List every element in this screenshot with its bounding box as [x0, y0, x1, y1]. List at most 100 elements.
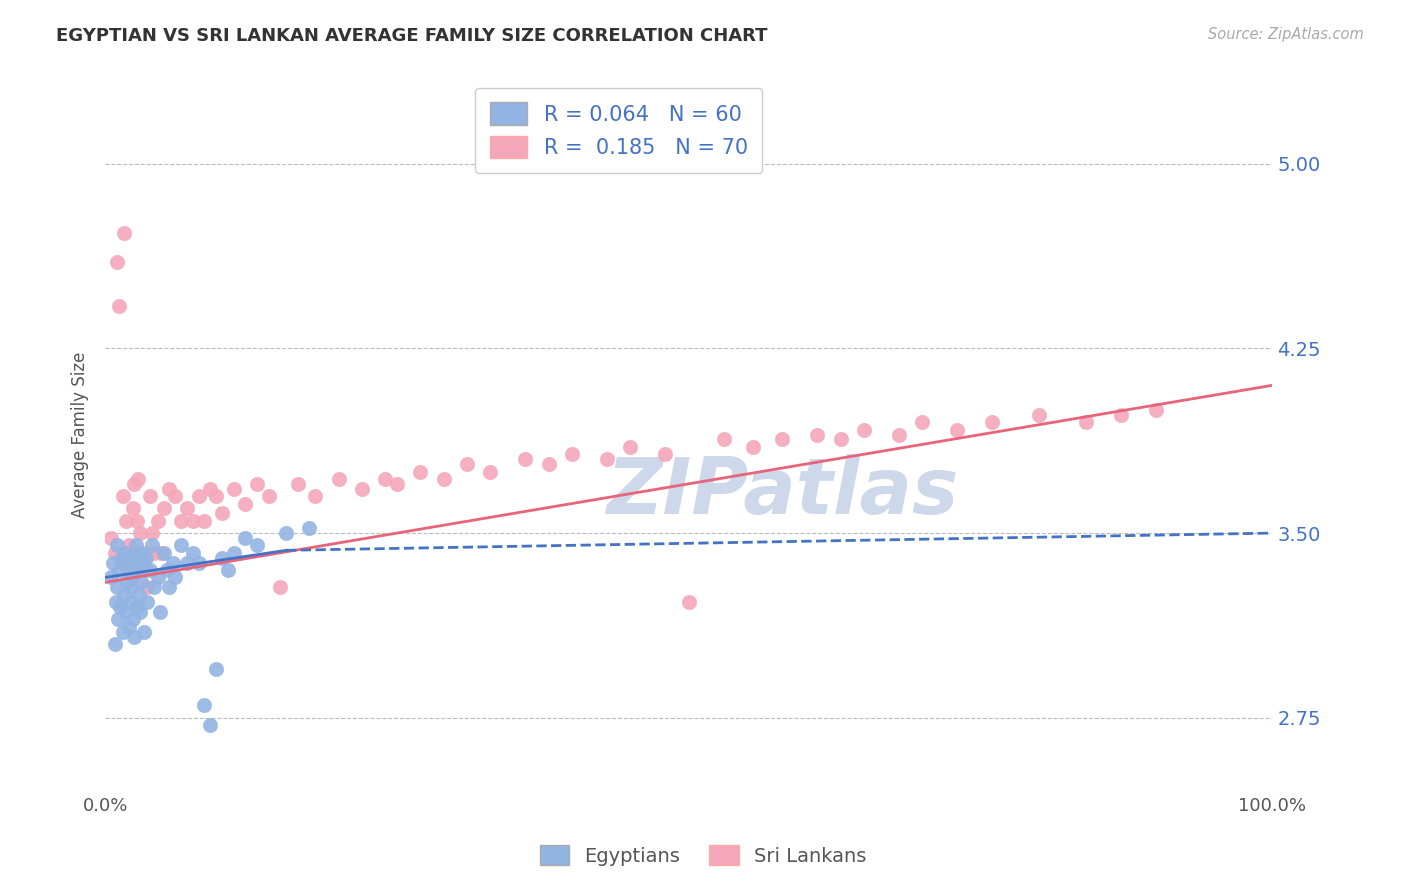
- Point: [911, 415, 934, 429]
- Point: [165, 570, 187, 584]
- Point: [125, 599, 148, 614]
- Point: [170, 538, 193, 552]
- Point: [141, 526, 163, 541]
- Point: [1028, 408, 1050, 422]
- Point: [127, 563, 149, 577]
- Point: [770, 433, 793, 447]
- Point: [129, 546, 152, 560]
- Point: [120, 563, 142, 577]
- Point: [830, 433, 852, 447]
- Point: [125, 514, 148, 528]
- Point: [156, 563, 179, 577]
- Point: [111, 556, 134, 570]
- Point: [350, 482, 373, 496]
- Point: [115, 605, 138, 619]
- Point: [200, 482, 222, 496]
- Point: [111, 489, 134, 503]
- Point: [852, 423, 875, 437]
- Point: [222, 482, 245, 496]
- Point: [105, 255, 128, 269]
- Text: ZIPatlas: ZIPatlas: [606, 454, 959, 530]
- Point: [157, 580, 180, 594]
- Point: [108, 563, 131, 577]
- Point: [134, 563, 156, 577]
- Point: [138, 563, 160, 577]
- Point: [193, 514, 215, 528]
- Point: [112, 588, 135, 602]
- Point: [131, 546, 153, 560]
- Point: [246, 476, 269, 491]
- Point: [117, 620, 139, 634]
- Point: [246, 538, 269, 552]
- Point: [1109, 408, 1132, 422]
- Point: [118, 550, 141, 565]
- Point: [176, 501, 198, 516]
- Point: [131, 556, 153, 570]
- Point: [433, 472, 456, 486]
- Point: [120, 595, 142, 609]
- Point: [176, 556, 198, 570]
- Text: EGYPTIAN VS SRI LANKAN AVERAGE FAMILY SIZE CORRELATION CHART: EGYPTIAN VS SRI LANKAN AVERAGE FAMILY SI…: [56, 27, 768, 45]
- Point: [100, 570, 122, 584]
- Point: [205, 661, 228, 675]
- Point: [1074, 415, 1097, 429]
- Point: [1144, 403, 1167, 417]
- Point: [107, 612, 129, 626]
- Point: [304, 489, 326, 503]
- Point: [162, 556, 184, 570]
- Point: [143, 580, 166, 594]
- Point: [122, 612, 145, 626]
- Point: [103, 637, 125, 651]
- Point: [287, 476, 309, 491]
- Point: [149, 605, 172, 619]
- Point: [110, 550, 132, 565]
- Point: [385, 476, 408, 491]
- Point: [103, 556, 125, 570]
- Point: [110, 599, 132, 614]
- Point: [108, 300, 131, 314]
- Point: [135, 550, 157, 565]
- Point: [143, 546, 166, 560]
- Point: [596, 452, 619, 467]
- Point: [181, 514, 204, 528]
- Point: [561, 447, 583, 461]
- Point: [100, 531, 122, 545]
- Point: [742, 440, 765, 454]
- Point: [120, 580, 142, 594]
- Point: [233, 496, 256, 510]
- Point: [187, 489, 209, 503]
- Point: [328, 472, 350, 486]
- Point: [136, 580, 159, 594]
- Point: [103, 546, 125, 560]
- Point: [105, 538, 128, 552]
- Point: [456, 457, 478, 471]
- Point: [181, 546, 204, 560]
- Text: Source: ZipAtlas.com: Source: ZipAtlas.com: [1208, 27, 1364, 42]
- Point: [222, 546, 245, 560]
- Point: [374, 472, 396, 486]
- Point: [981, 415, 1004, 429]
- Point: [269, 580, 291, 594]
- Point: [217, 563, 239, 577]
- Point: [409, 465, 432, 479]
- Point: [131, 575, 153, 590]
- Point: [112, 226, 135, 240]
- Point: [211, 550, 233, 565]
- Point: [152, 546, 174, 560]
- Y-axis label: Average Family Size: Average Family Size: [72, 351, 89, 517]
- Legend: Egyptians, Sri Lankans: Egyptians, Sri Lankans: [531, 838, 875, 873]
- Point: [887, 427, 910, 442]
- Point: [654, 447, 676, 461]
- Point: [678, 595, 700, 609]
- Point: [132, 624, 155, 639]
- Point: [150, 546, 173, 560]
- Point: [946, 423, 969, 437]
- Point: [114, 546, 136, 560]
- Point: [157, 482, 180, 496]
- Legend: R = 0.064   N = 60, R =  0.185   N = 70: R = 0.064 N = 60, R = 0.185 N = 70: [475, 87, 762, 173]
- Point: [146, 514, 169, 528]
- Point: [129, 605, 152, 619]
- Point: [117, 575, 139, 590]
- Point: [129, 526, 152, 541]
- Point: [117, 563, 139, 577]
